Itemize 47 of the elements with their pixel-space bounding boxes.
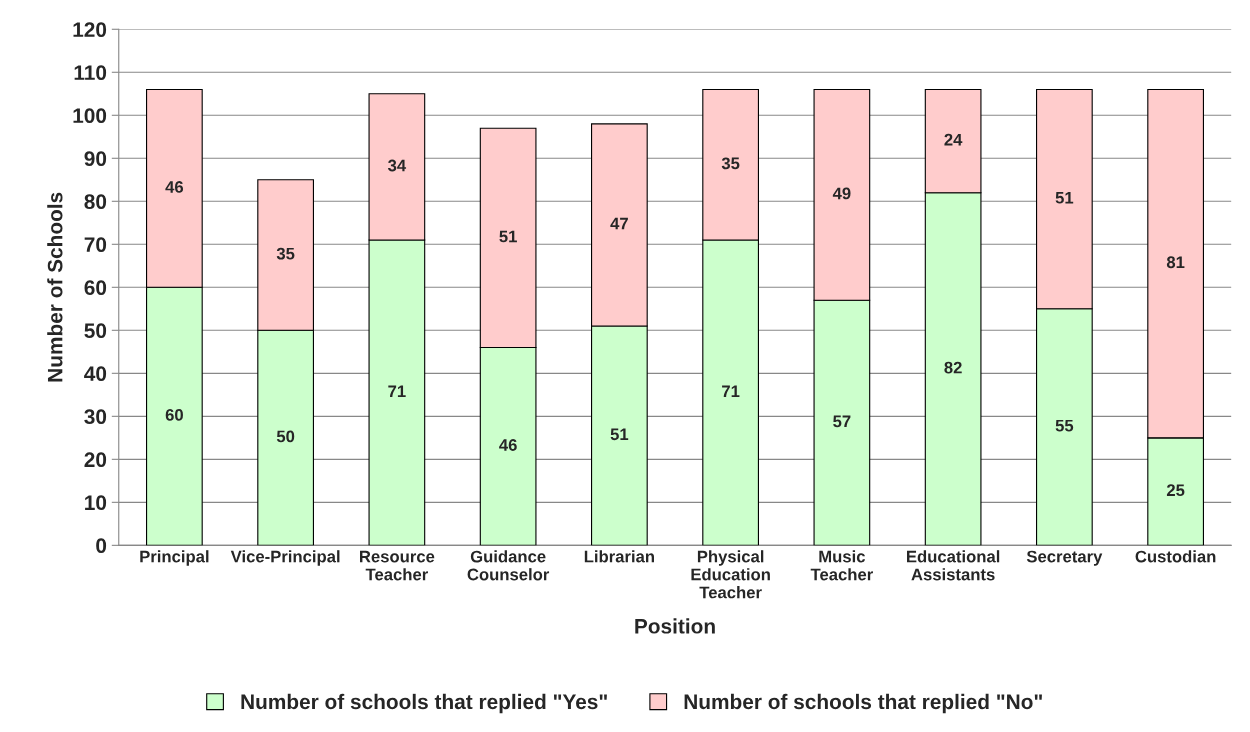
x-axis-title: Position xyxy=(635,618,715,634)
data-label: 82 xyxy=(944,361,962,374)
data-label: 34 xyxy=(387,159,407,172)
data-label: 81 xyxy=(1166,256,1185,269)
data-label: 57 xyxy=(833,415,851,428)
y-tick-label: 20 xyxy=(84,452,107,468)
y-tick-label: 50 xyxy=(84,323,107,339)
x-tick-label: Guidance Counselor xyxy=(467,550,550,581)
data-label: 60 xyxy=(165,409,183,421)
y-tick-label: 70 xyxy=(84,237,107,253)
data-label: 49 xyxy=(832,187,851,200)
data-label: 51 xyxy=(610,428,629,441)
x-tick-label: Vice-Principal xyxy=(230,550,340,566)
data-label: 25 xyxy=(1166,484,1185,497)
y-tick-label: 80 xyxy=(84,194,107,210)
x-tick-label: Music Teacher xyxy=(810,550,873,581)
y-axis-title: Number of Schools xyxy=(47,192,63,382)
data-label: 71 xyxy=(722,385,740,397)
y-tick-label: 110 xyxy=(74,65,107,81)
x-tick-label: Physical Education Teacher xyxy=(691,550,770,599)
y-tick-label: 10 xyxy=(85,495,107,511)
legend-label: Number of schools that replied "Yes" xyxy=(241,693,607,714)
x-tick-label: Principal xyxy=(140,550,209,566)
x-tick-label: Secretary xyxy=(1026,550,1103,566)
data-label: 35 xyxy=(721,157,740,170)
data-label: 46 xyxy=(165,181,184,193)
x-tick-label: Librarian xyxy=(584,550,654,563)
y-tick-label: 0 xyxy=(96,538,107,554)
y-tick-label: 100 xyxy=(73,108,107,124)
data-label: 51 xyxy=(499,230,517,243)
y-tick-label: 60 xyxy=(84,280,107,296)
y-tick-label: 40 xyxy=(84,366,107,382)
x-tick-label: Custodian xyxy=(1135,550,1216,563)
y-tick-label: 90 xyxy=(84,151,107,167)
y-tick-label: 30 xyxy=(84,409,107,425)
data-label: 24 xyxy=(944,133,963,146)
data-label: 50 xyxy=(276,430,295,443)
y-tick-label: 120 xyxy=(73,22,107,38)
data-label: 55 xyxy=(1055,419,1074,432)
x-tick-label: Educational Assistants xyxy=(907,550,1000,581)
data-label: 35 xyxy=(276,247,295,260)
x-tick-label: Resource Teacher xyxy=(360,550,435,581)
legend-label: Number of schools that replied "No" xyxy=(684,693,1042,714)
data-label: 47 xyxy=(610,217,628,230)
data-label: 51 xyxy=(1055,191,1074,204)
data-label: 71 xyxy=(388,385,406,397)
data-label: 46 xyxy=(499,439,517,451)
